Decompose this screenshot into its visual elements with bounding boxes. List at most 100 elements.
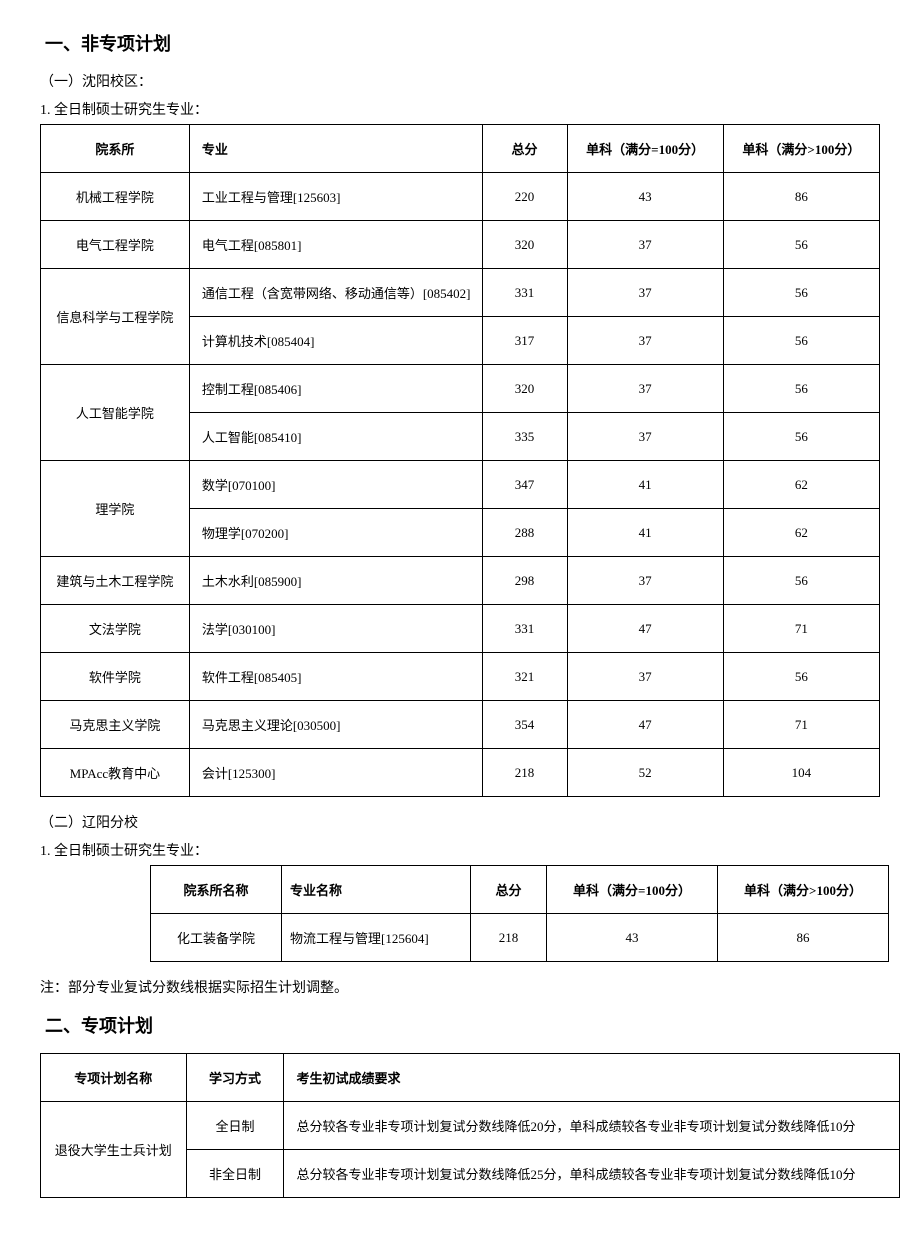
table-header: 单科（满分>100分） (723, 125, 879, 173)
cell: 41 (567, 509, 723, 557)
table-header: 总分 (471, 866, 547, 914)
cell: 86 (718, 914, 889, 962)
table-row: 理学院数学[070100]3474162 (41, 461, 880, 509)
cell: 41 (567, 461, 723, 509)
cell: 56 (723, 365, 879, 413)
cell: 71 (723, 605, 879, 653)
table-header: 单科（满分>100分） (718, 866, 889, 914)
cell: 物流工程与管理[125604] (282, 914, 471, 962)
cell: 人工智能[085410] (189, 413, 482, 461)
cell: 56 (723, 413, 879, 461)
cell-dept: 马克思主义学院 (41, 701, 190, 749)
campus1-sub: 1. 全日制硕士研究生专业： (40, 99, 889, 119)
cell: 总分较各专业非专项计划复试分数线降低20分，单科成绩较各专业非专项计划复试分数线… (284, 1102, 900, 1150)
cell: 马克思主义理论[030500] (189, 701, 482, 749)
cell: 工业工程与管理[125603] (189, 173, 482, 221)
table-row: 软件学院软件工程[085405]3213756 (41, 653, 880, 701)
campus1-heading: （一）沈阳校区： (40, 71, 889, 91)
cell-dept: 机械工程学院 (41, 173, 190, 221)
cell: 43 (567, 173, 723, 221)
table-campus2: 院系所名称专业名称总分单科（满分=100分）单科（满分>100分） 化工装备学院… (150, 865, 889, 962)
table-row: 化工装备学院物流工程与管理[125604]2184386 (151, 914, 889, 962)
cell-plan: 退役大学生士兵计划 (41, 1102, 187, 1198)
cell: 320 (482, 221, 567, 269)
campus2-sub: 1. 全日制硕士研究生专业： (40, 840, 889, 860)
cell: 非全日制 (186, 1150, 284, 1198)
table-header: 单科（满分=100分） (567, 125, 723, 173)
cell: 计算机技术[085404] (189, 317, 482, 365)
cell: 56 (723, 269, 879, 317)
table-row: MPAcc教育中心会计[125300]21852104 (41, 749, 880, 797)
table-header: 专业名称 (282, 866, 471, 914)
cell: 62 (723, 509, 879, 557)
table-header: 考生初试成绩要求 (284, 1054, 900, 1102)
cell: 土木水利[085900] (189, 557, 482, 605)
cell: 37 (567, 221, 723, 269)
cell: 220 (482, 173, 567, 221)
cell: 56 (723, 557, 879, 605)
cell-dept: 信息科学与工程学院 (41, 269, 190, 365)
table-row: 马克思主义学院马克思主义理论[030500]3544771 (41, 701, 880, 749)
table-header: 学习方式 (186, 1054, 284, 1102)
cell: 37 (567, 317, 723, 365)
section1-title: 一、非专项计划 (45, 30, 889, 56)
table-header: 院系所名称 (151, 866, 282, 914)
cell-dept: 文法学院 (41, 605, 190, 653)
cell: 317 (482, 317, 567, 365)
cell: 47 (567, 605, 723, 653)
table-row: 文法学院法学[030100]3314771 (41, 605, 880, 653)
table-row: 人工智能学院控制工程[085406]3203756 (41, 365, 880, 413)
cell: 86 (723, 173, 879, 221)
cell: 354 (482, 701, 567, 749)
cell: 320 (482, 365, 567, 413)
cell: 331 (482, 269, 567, 317)
cell: 数学[070100] (189, 461, 482, 509)
cell-dept: 理学院 (41, 461, 190, 557)
cell: 法学[030100] (189, 605, 482, 653)
cell: 控制工程[085406] (189, 365, 482, 413)
cell: 56 (723, 317, 879, 365)
table-header: 专业 (189, 125, 482, 173)
cell: 会计[125300] (189, 749, 482, 797)
cell: 47 (567, 701, 723, 749)
table-header: 院系所 (41, 125, 190, 173)
table-row: 机械工程学院工业工程与管理[125603]2204386 (41, 173, 880, 221)
cell-dept: MPAcc教育中心 (41, 749, 190, 797)
cell: 全日制 (186, 1102, 284, 1150)
cell: 62 (723, 461, 879, 509)
cell: 37 (567, 269, 723, 317)
cell: 71 (723, 701, 879, 749)
cell: 298 (482, 557, 567, 605)
cell: 104 (723, 749, 879, 797)
note-text: 注：部分专业复试分数线根据实际招生计划调整。 (40, 977, 889, 997)
cell: 37 (567, 413, 723, 461)
cell: 218 (471, 914, 547, 962)
section2-title: 二、专项计划 (45, 1012, 889, 1038)
cell-dept: 建筑与土木工程学院 (41, 557, 190, 605)
cell: 物理学[070200] (189, 509, 482, 557)
table-row: 建筑与土木工程学院土木水利[085900]2983756 (41, 557, 880, 605)
table-header: 总分 (482, 125, 567, 173)
table-special-plan: 专项计划名称学习方式考生初试成绩要求 退役大学生士兵计划全日制总分较各专业非专项… (40, 1053, 900, 1198)
cell-dept: 软件学院 (41, 653, 190, 701)
cell: 37 (567, 557, 723, 605)
cell: 37 (567, 365, 723, 413)
table-row: 退役大学生士兵计划全日制总分较各专业非专项计划复试分数线降低20分，单科成绩较各… (41, 1102, 900, 1150)
table-campus1: 院系所专业总分单科（满分=100分）单科（满分>100分） 机械工程学院工业工程… (40, 124, 880, 797)
cell: 347 (482, 461, 567, 509)
cell: 218 (482, 749, 567, 797)
cell: 电气工程[085801] (189, 221, 482, 269)
cell: 通信工程（含宽带网络、移动通信等）[085402] (189, 269, 482, 317)
table-header: 专项计划名称 (41, 1054, 187, 1102)
cell-dept: 电气工程学院 (41, 221, 190, 269)
cell: 321 (482, 653, 567, 701)
cell: 软件工程[085405] (189, 653, 482, 701)
cell: 331 (482, 605, 567, 653)
campus2-heading: （二）辽阳分校 (40, 812, 889, 832)
cell: 335 (482, 413, 567, 461)
cell: 288 (482, 509, 567, 557)
cell: 56 (723, 653, 879, 701)
table-row: 信息科学与工程学院通信工程（含宽带网络、移动通信等）[085402]331375… (41, 269, 880, 317)
table-row: 电气工程学院电气工程[085801]3203756 (41, 221, 880, 269)
cell-dept: 人工智能学院 (41, 365, 190, 461)
